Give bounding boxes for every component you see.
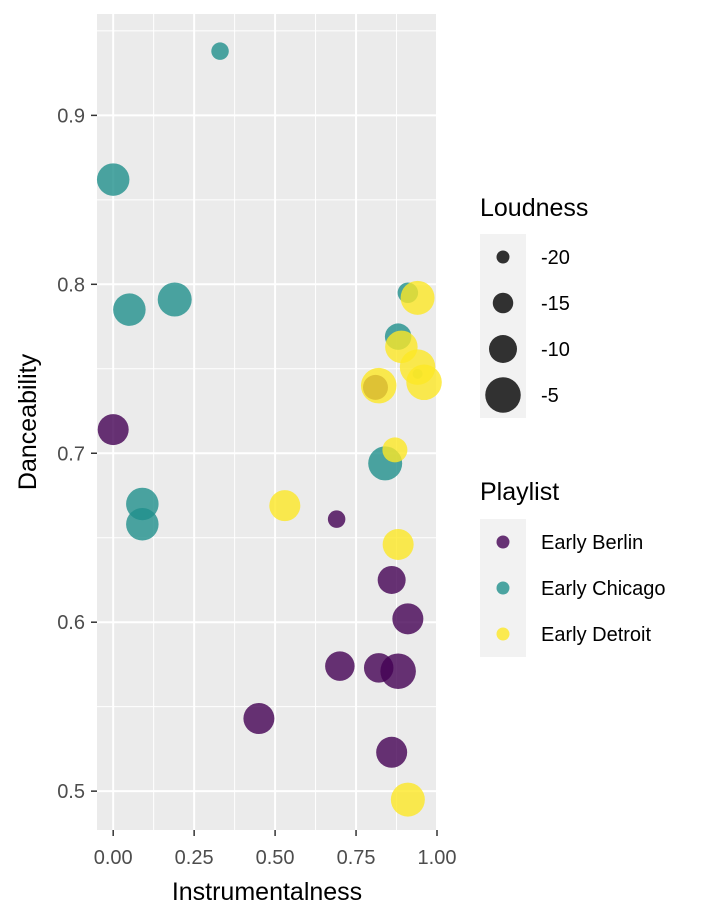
y-tick-label: 0.6 [57,612,85,634]
size-legend-label: -20 [541,247,570,269]
data-point [325,651,355,681]
size-legend-title: Loudness [480,194,588,222]
size-legend-key [489,335,517,363]
y-axis-title: Danceability [14,353,42,490]
size-legend-key [485,377,521,413]
x-tick-label: 0.50 [256,847,295,869]
color-legend-key [496,581,510,595]
data-point [269,490,301,522]
x-tick-label: 1.00 [418,847,457,869]
data-point [382,528,414,560]
x-tick-label: 0.75 [337,847,376,869]
color-legend-entries: Early Berlin Early Chicago Early Detroit [496,532,666,646]
data-point [327,510,346,528]
color-legend-key [496,535,510,549]
x-tick-label: 0.00 [94,847,133,869]
data-point [243,702,275,734]
x-axis-title: Instrumentalness [172,878,362,906]
data-point [126,507,159,541]
data-point [360,367,397,404]
size-legend-key [496,250,510,264]
color-legend-key [496,627,510,641]
data-point [400,280,435,315]
data-point [97,414,129,446]
size-legend-key [492,292,514,314]
color-legend-label: Early Chicago [541,578,666,600]
data-point [211,42,229,60]
size-legend: Loudness -20 -15 -10 -5 [480,194,588,418]
data-point [382,437,408,463]
grid-minor [97,14,437,830]
x-tick-label: 0.25 [175,847,214,869]
data-point [157,282,192,317]
size-legend-label: -10 [541,339,570,361]
color-legend-label: Early Berlin [541,532,643,554]
color-legend-title: Playlist [480,478,559,506]
data-point [96,163,130,196]
data-point [376,736,408,768]
x-axis: 0.00 0.25 0.50 0.75 1.00 [94,830,457,869]
y-tick-label: 0.5 [57,781,85,803]
data-point [377,565,406,594]
size-legend-entries: -20 -15 -10 -5 [485,247,570,413]
size-legend-label: -15 [541,293,570,315]
size-legend-label: -5 [541,385,559,407]
data-points [96,42,442,817]
y-tick-label: 0.9 [57,105,85,127]
data-point [380,653,416,689]
y-axis: 0.5 0.6 0.7 0.8 0.9 [57,105,97,803]
data-point [390,782,425,817]
data-point [406,364,442,401]
y-tick-label: 0.8 [57,274,85,296]
y-tick-label: 0.7 [57,443,85,465]
data-point [392,603,424,635]
data-point [113,293,146,326]
color-legend-label: Early Detroit [541,624,651,646]
